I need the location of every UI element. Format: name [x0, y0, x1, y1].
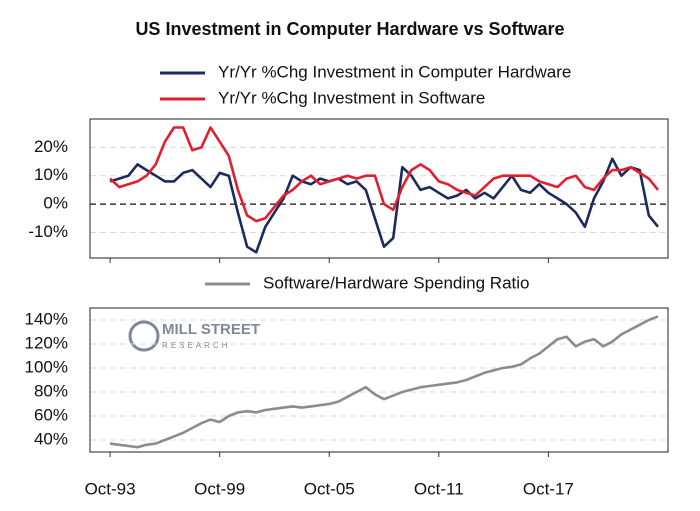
y-tick-label: 140% — [25, 309, 68, 328]
watermark-text: MILL STREET — [162, 321, 260, 338]
y-tick-label: 80% — [34, 381, 68, 400]
plot-frame — [89, 307, 669, 453]
x-tick-label: Oct-99 — [194, 479, 245, 498]
logo — [128, 320, 160, 352]
series-line — [109, 157, 660, 254]
y-tick-label: 10% — [34, 165, 68, 184]
x-tick-label: Oct-11 — [414, 479, 464, 498]
y-tick-label: 20% — [34, 137, 68, 156]
x-tick-label: Oct-93 — [85, 479, 136, 498]
watermark: MILL STREET RESEARCH — [128, 320, 260, 352]
y-tick-label: 120% — [25, 333, 68, 352]
legend-label: Software/Hardware Spending Ratio — [263, 273, 529, 292]
watermark-text: RESEARCH — [162, 341, 230, 350]
plot-frame — [89, 118, 669, 259]
y-tick-label: 40% — [34, 429, 68, 448]
series-line — [109, 126, 660, 223]
chart-title: US Investment in Computer Hardware vs So… — [135, 19, 564, 39]
y-tick-label: 100% — [25, 357, 68, 376]
x-tick-label: Oct-05 — [304, 479, 355, 498]
x-tick-label: Oct-17 — [523, 479, 574, 498]
legend-label: Yr/Yr %Chg Investment in Software — [218, 88, 485, 107]
series-line — [109, 315, 659, 449]
y-tick-label: 60% — [34, 405, 68, 424]
y-tick-label: 0% — [43, 194, 68, 213]
y-tick-label: -10% — [28, 222, 68, 241]
legend-label: Yr/Yr %Chg Investment in Computer Hardwa… — [218, 62, 571, 81]
